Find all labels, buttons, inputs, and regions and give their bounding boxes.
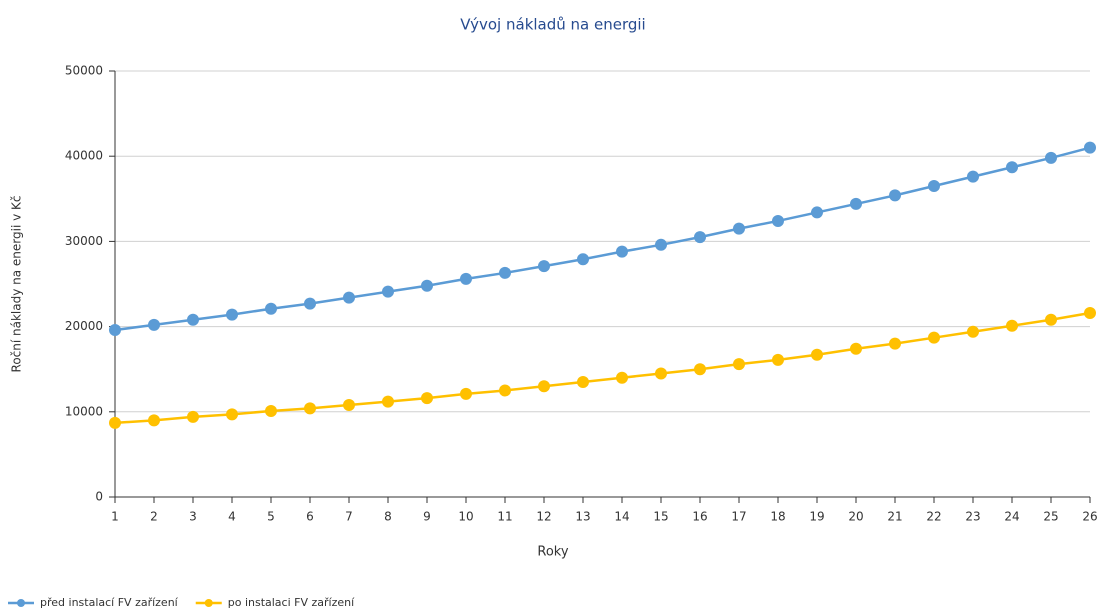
data-point [148, 318, 160, 331]
data-point [889, 337, 901, 350]
legend-label: po instalaci FV zařízení [228, 596, 355, 609]
legend-label: před instalací FV zařízení [40, 596, 179, 609]
data-point [499, 266, 511, 279]
data-point [967, 325, 979, 338]
data-point [616, 371, 628, 384]
x-tick-label: 7 [345, 510, 353, 524]
data-point [967, 170, 979, 183]
x-tick-label: 26 [1082, 510, 1097, 524]
y-tick-label: 0 [95, 490, 103, 504]
data-point [1084, 141, 1096, 154]
legend-swatch-dot [204, 599, 213, 607]
data-point [538, 380, 550, 393]
x-tick-label: 2 [150, 510, 158, 524]
data-point [850, 342, 862, 355]
data-point [577, 375, 589, 388]
chart-title: Vývoj nákladů na energii [460, 16, 645, 34]
x-tick-label: 4 [228, 510, 236, 524]
x-tick-label: 6 [306, 510, 314, 524]
x-tick-label: 9 [423, 510, 431, 524]
data-point [538, 260, 550, 273]
data-point [928, 180, 940, 193]
data-point [460, 387, 472, 400]
data-point [928, 331, 940, 344]
data-point [616, 245, 628, 258]
data-point [850, 197, 862, 210]
data-point [226, 408, 238, 421]
data-point [1006, 319, 1018, 332]
y-tick-label: 20000 [65, 319, 103, 333]
y-tick-label: 10000 [65, 404, 103, 418]
series-line [114, 146, 1091, 332]
data-point [577, 253, 589, 266]
data-point [343, 398, 355, 411]
x-tick-label: 17 [731, 510, 746, 524]
x-tick-label: 15 [653, 510, 668, 524]
x-tick-label: 3 [189, 510, 197, 524]
data-point [421, 392, 433, 405]
data-point [733, 222, 745, 235]
legend-swatch-dot [17, 599, 25, 607]
data-point [1006, 161, 1018, 174]
x-tick-label: 23 [965, 510, 980, 524]
data-point [1045, 313, 1057, 326]
x-tick-label: 8 [384, 510, 392, 524]
data-point [772, 353, 784, 366]
data-point [304, 297, 316, 310]
data-point [382, 395, 394, 408]
x-tick-label: 14 [614, 510, 629, 524]
x-tick-label: 12 [536, 510, 551, 524]
data-point [421, 279, 433, 292]
x-tick-label: 5 [267, 510, 275, 524]
data-point [733, 358, 745, 371]
data-point [226, 308, 238, 321]
x-tick-label: 25 [1043, 510, 1058, 524]
data-point [109, 324, 121, 337]
series-line [114, 311, 1091, 425]
data-point [694, 363, 706, 376]
data-point [772, 214, 784, 227]
y-tick-label: 30000 [65, 234, 103, 248]
data-point [460, 272, 472, 285]
x-axis-label: Roky [537, 545, 568, 560]
x-tick-label: 11 [497, 510, 512, 524]
x-tick-label: 21 [887, 510, 902, 524]
data-point [109, 416, 121, 429]
data-point [655, 238, 667, 251]
x-tick-label: 10 [458, 510, 473, 524]
data-point [811, 206, 823, 219]
x-tick-label: 20 [848, 510, 863, 524]
y-tick-label: 40000 [65, 149, 103, 163]
x-tick-label: 24 [1004, 510, 1019, 524]
data-point [1045, 151, 1057, 164]
data-point [499, 384, 511, 397]
y-tick-label: 50000 [65, 64, 103, 78]
data-point [889, 189, 901, 202]
data-point [655, 367, 667, 380]
data-point [811, 348, 823, 361]
x-tick-label: 18 [770, 510, 785, 524]
data-point [694, 231, 706, 244]
data-point [148, 414, 160, 427]
data-point [265, 302, 277, 315]
y-axis-label: Roční náklady na energii v Kč [10, 196, 24, 373]
data-point [265, 404, 277, 417]
data-point [343, 291, 355, 304]
x-tick-label: 1 [111, 510, 119, 524]
x-tick-label: 22 [926, 510, 941, 524]
data-point [304, 402, 316, 415]
data-point [382, 285, 394, 298]
x-tick-label: 16 [692, 510, 707, 524]
data-point [187, 410, 199, 423]
x-tick-label: 19 [809, 510, 824, 524]
x-tick-label: 13 [575, 510, 590, 524]
data-point [1084, 306, 1096, 319]
data-point [187, 313, 199, 326]
